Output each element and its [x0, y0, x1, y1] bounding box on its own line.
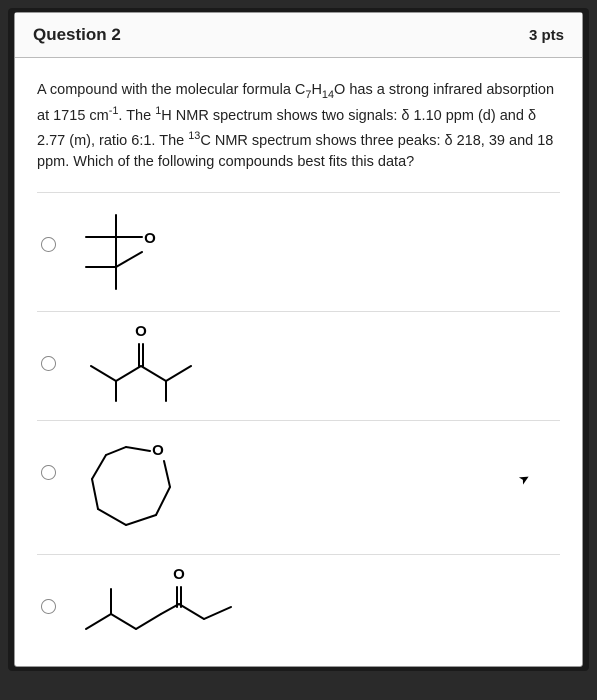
molecule-structure: O [76, 435, 196, 540]
radio-button[interactable] [41, 465, 56, 480]
cursor-icon: ➤ [516, 469, 533, 488]
answer-options: OOO➤O [37, 192, 560, 658]
question-number: Question 2 [33, 25, 121, 45]
svg-text:O: O [152, 442, 164, 459]
svg-text:O: O [144, 230, 156, 247]
question-points: 3 pts [529, 27, 564, 44]
question-prompt: A compound with the molecular formula C7… [37, 80, 560, 174]
answer-option[interactable]: O➤ [37, 421, 560, 555]
answer-option[interactable]: O [37, 193, 560, 312]
svg-text:O: O [135, 326, 147, 340]
question-body: A compound with the molecular formula C7… [15, 58, 582, 666]
molecule-structure: O [76, 569, 246, 644]
answer-option[interactable]: O [37, 555, 560, 658]
question-card: Question 2 3 pts A compound with the mol… [14, 12, 583, 667]
question-header: Question 2 3 pts [15, 13, 582, 58]
radio-button[interactable] [41, 237, 56, 252]
molecule-structure: O [76, 326, 206, 406]
radio-button[interactable] [41, 599, 56, 614]
page-background: Question 2 3 pts A compound with the mol… [8, 8, 589, 671]
radio-button[interactable] [41, 356, 56, 371]
molecule-structure: O [76, 207, 186, 297]
answer-option[interactable]: O [37, 312, 560, 421]
svg-text:O: O [173, 569, 185, 583]
